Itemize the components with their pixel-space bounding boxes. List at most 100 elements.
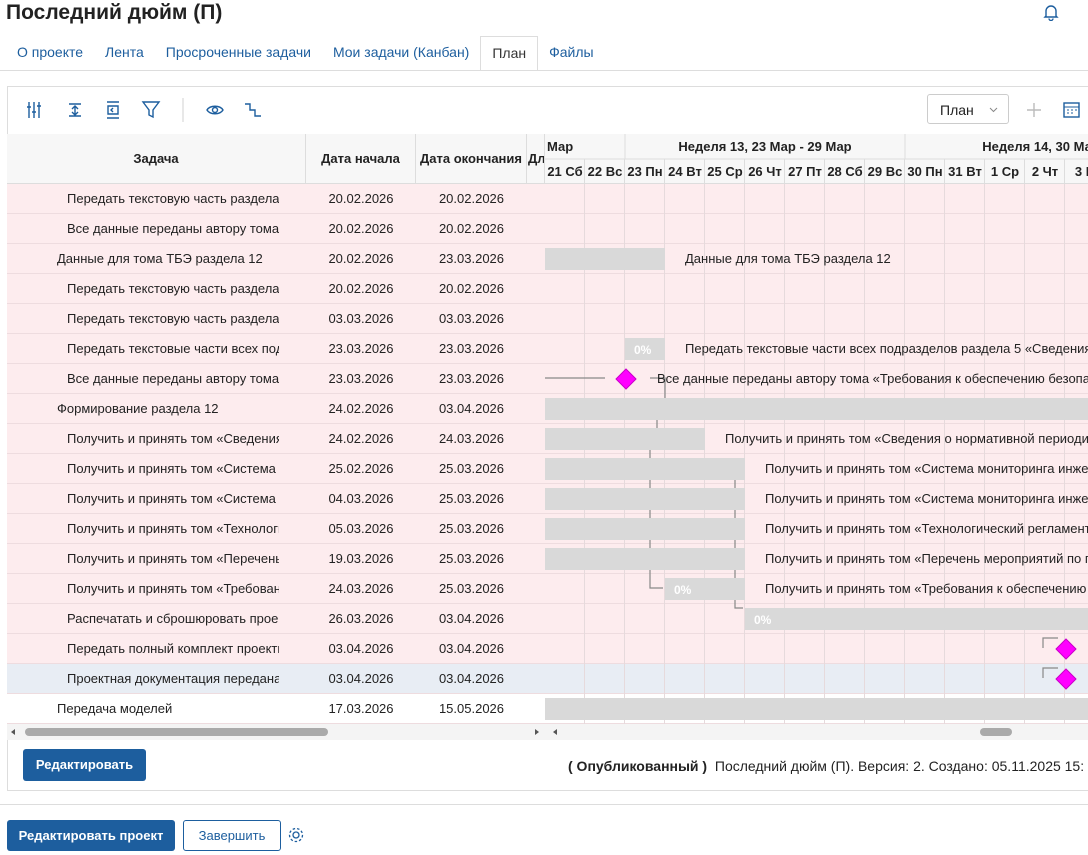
footer-divider [0,804,1088,805]
scrollbars[interactable] [7,724,1088,740]
end-date: 20.02.2026 [438,221,505,236]
gantt-row [545,214,1088,244]
end-date: 25.03.2026 [438,461,505,476]
period-label: Мар [547,139,573,154]
end-date: 23.03.2026 [438,341,505,356]
column-header: Дата окончания [416,134,527,184]
task-row: Передать текстовую часть раздела 4 03.03.… [7,304,545,334]
task-name: Получить и принять том «Технологич [67,521,279,536]
edit-project-button[interactable]: Редактировать проект [7,820,175,851]
gantt-row [545,664,1088,694]
dropdown-arrow [989,107,998,113]
end-date: 20.02.2026 [438,281,505,296]
summary-bar [545,698,1088,720]
start-date: 05.03.2026 [328,521,394,536]
dependency-line [1042,667,1058,678]
day-label: 22 Вс [588,164,623,179]
day-label: 30 Пн [907,164,942,179]
task-bar [545,518,745,540]
tab[interactable]: Файлы [549,44,594,60]
task-row: Данные для тома ТБЭ раздела 12 20.02.2026… [7,244,545,274]
task-bar [545,488,745,510]
task-bar [745,608,1088,630]
end-date: 03.04.2026 [438,671,505,686]
task-row: Получить и принять том «Технологич 05.03.… [7,514,545,544]
bar-label: Получить и принять том «Система монитори… [765,491,1088,506]
tab[interactable]: Просроченные задачи [165,44,311,60]
bar-label: Получить и принять том «Технологический … [765,521,1088,536]
dependency-line [1042,637,1058,648]
task-bar [545,428,705,450]
task-name: Передать текстовые части всех подр [67,341,279,356]
end-date: 23.03.2026 [438,371,505,386]
end-date: 03.03.2026 [438,311,505,326]
task-name: Данные для тома ТБЭ раздела 12 [57,251,263,266]
task-row: Распечатать и сброшюровать проект 26.03.2… [7,604,545,634]
tab[interactable]: План [480,36,539,71]
start-date: 03.04.2026 [328,671,394,686]
gantt-row [545,184,1088,214]
task-bar [545,548,745,570]
task-row: Передать текстовые части всех подр 23.03.… [7,334,545,364]
start-date: 03.03.2026 [328,311,394,326]
day-label: 29 Вс [868,164,903,179]
tab-bar: О проекте Лента Просроченные задачи Мои зад… [6,36,605,71]
bar-label: Все данные переданы автору тома «Требова… [657,371,1088,386]
bar-label: Получить и принять том «Сведения о норма… [725,431,1088,446]
bar-label: Получить и принять том «Система монитори… [765,461,1088,476]
task-name: Получить и принять том «Требовани [67,581,279,596]
day-label: 3 П [1075,164,1088,179]
tab[interactable]: Лента [105,44,144,60]
day-label: 21 Сб [547,164,582,179]
bar-label: Данные для тома ТБЭ раздела 12 [685,251,891,266]
day-label: 24 Вт [668,164,702,179]
milestone-diamond [1055,638,1077,660]
day-label: 25 Ср [707,164,742,179]
start-date: 23.03.2026 [328,371,394,386]
tab[interactable]: О проекте [17,44,84,60]
task-row: Передать полный комплект проектно 03.04.2… [7,634,545,664]
day-label: 27 Пт [788,164,822,179]
day-label: 31 Вт [948,164,982,179]
toolbar-right-icons[interactable] [1025,100,1088,120]
task-name: Получить и принять том «Перечень м [67,551,279,566]
task-row: Получить и принять том «Система м 25.02.2… [7,454,545,484]
task-name: Распечатать и сброшюровать проект [67,611,279,626]
task-bar [665,578,745,600]
notifications-icon[interactable] [1042,3,1060,21]
end-date: 25.03.2026 [438,491,505,506]
column-header: Задача [7,134,306,184]
start-date: 17.03.2026 [328,701,394,716]
view-select-value: План [940,102,974,118]
column-header: Дата начала [306,134,416,184]
start-date: 20.02.2026 [328,281,394,296]
toolbar-icons[interactable] [25,98,265,122]
day-label: 26 Чт [748,164,782,179]
finish-button[interactable]: Завершить [183,820,281,851]
gantt-row [545,304,1088,334]
summary-bar [545,398,1088,420]
start-date: 24.02.2026 [328,431,394,446]
period-label: Неделя 13, 23 Мар - 29 Мар [678,139,851,154]
task-name: Получить и принять том «Сведения о [67,431,279,446]
start-date: 24.02.2026 [328,401,394,416]
tab[interactable]: Мои задачи (Канбан) [332,44,470,60]
end-date: 03.04.2026 [438,611,505,626]
end-date: 15.05.2026 [438,701,505,716]
end-date: 25.03.2026 [438,581,505,596]
start-date: 20.02.2026 [328,251,394,266]
task-name: Все данные переданы автору тома «Т [67,371,279,386]
settings-icon[interactable] [287,826,305,844]
start-date: 23.03.2026 [328,341,394,356]
end-date: 20.02.2026 [438,191,505,206]
start-date: 26.03.2026 [328,611,394,626]
bar-label: Получить и принять том «Требования к обе… [765,581,1088,596]
end-date: 23.03.2026 [438,251,505,266]
start-date: 20.02.2026 [328,221,394,236]
view-select[interactable]: План [927,94,1009,124]
task-row: Передать текстовую часть раздела 3 20.02.… [7,274,545,304]
edit-button[interactable]: Редактировать [23,749,146,781]
progress-label: 0% [674,583,692,597]
task-name: Передать текстовую часть раздела 3 [67,281,279,296]
task-name: Проектная документация передана з [67,671,279,686]
